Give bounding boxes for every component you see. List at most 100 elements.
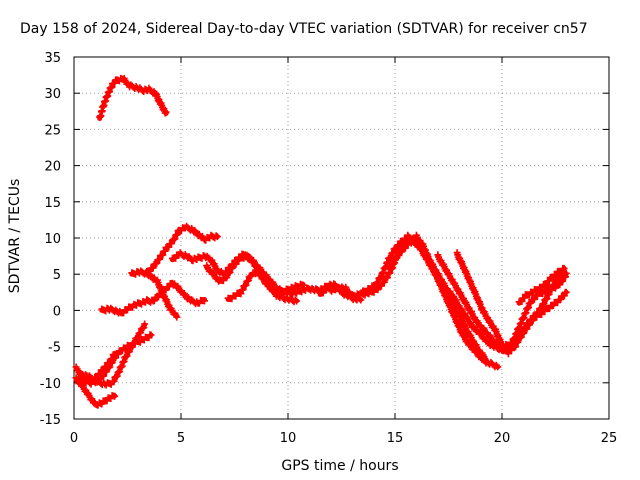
data-point [163, 246, 169, 252]
y-tick-label: 0 [53, 304, 61, 319]
data-point [330, 287, 336, 293]
data-point [463, 313, 469, 319]
data-point [144, 270, 150, 276]
data-point [446, 300, 451, 306]
data-point [135, 333, 141, 339]
x-tick-label: 0 [70, 431, 78, 446]
data-point [392, 246, 398, 252]
data-point [167, 306, 173, 312]
data-point [182, 252, 188, 258]
data-point [144, 298, 150, 304]
data-point [336, 284, 342, 290]
data-point [129, 271, 135, 277]
data-point [557, 297, 563, 302]
data-point [381, 278, 387, 284]
data-point [518, 333, 524, 339]
data-point [176, 286, 182, 292]
series-high-arc [96, 74, 170, 121]
data-point [214, 234, 220, 240]
data-point [520, 315, 526, 321]
data-point [176, 251, 182, 257]
data-point [238, 289, 244, 295]
x-tick-label: 25 [601, 431, 618, 446]
data-point [287, 297, 293, 302]
data-point [313, 287, 319, 293]
series-tr12 [316, 237, 427, 300]
data-point [107, 358, 113, 364]
y-tick-label: 15 [44, 196, 61, 211]
data-point [142, 322, 148, 328]
data-point [242, 282, 248, 288]
data-point [73, 365, 79, 371]
data-point [144, 335, 150, 341]
data-point [110, 380, 115, 386]
data-point [508, 344, 514, 350]
y-axis-label: SDTVAR / TECUs [7, 179, 23, 294]
data-point [105, 396, 111, 402]
data-point [204, 264, 210, 270]
data-point [454, 286, 460, 292]
data-point [202, 297, 207, 302]
data-point [202, 236, 207, 242]
data-point [163, 111, 169, 116]
data-point [249, 271, 255, 277]
data-point [112, 351, 118, 357]
data-point [105, 90, 111, 96]
data-point [538, 311, 543, 317]
data-point [360, 289, 366, 295]
data-point [538, 306, 543, 312]
data-point [137, 300, 143, 306]
data-point [478, 355, 484, 360]
data-point [232, 293, 237, 299]
series-tr19 [515, 264, 568, 306]
data-point [129, 344, 135, 350]
data-point [294, 298, 300, 304]
data-point [461, 264, 466, 270]
data-point [514, 329, 520, 335]
data-point [563, 271, 569, 277]
data-point [127, 83, 133, 89]
data-point [92, 402, 98, 407]
data-point [249, 257, 255, 263]
data-point [486, 333, 492, 339]
data-point [189, 298, 195, 304]
data-point [306, 286, 312, 292]
data-point [262, 271, 267, 277]
data-point [461, 297, 466, 302]
data-point [169, 280, 175, 286]
data-point [458, 329, 464, 335]
data-point [388, 264, 394, 270]
data-point [546, 286, 552, 292]
data-point [157, 99, 163, 105]
data-point [140, 87, 145, 93]
data-point [544, 294, 550, 300]
data-point [555, 270, 561, 276]
data-point [476, 329, 481, 335]
series-tr18 [494, 269, 570, 354]
data-point [300, 281, 306, 287]
data-point [450, 293, 456, 299]
data-point [431, 264, 436, 270]
data-point [501, 347, 507, 353]
data-point [516, 300, 522, 306]
data-point [152, 90, 158, 96]
data-point [467, 307, 473, 313]
data-point [97, 380, 103, 386]
data-point [435, 253, 441, 259]
data-point [480, 326, 486, 331]
x-axis-label: GPS time / hours [281, 458, 398, 474]
data-point [343, 286, 349, 292]
data-point [386, 257, 392, 263]
series-tr6 [128, 267, 181, 321]
data-point [533, 293, 539, 299]
y-tick-label: -5 [48, 341, 61, 356]
y-tick-label: 5 [53, 268, 61, 283]
data-point [373, 282, 379, 288]
data-point [242, 253, 248, 259]
data-point [208, 257, 214, 263]
data-point [131, 302, 137, 308]
y-tick-label: -15 [40, 413, 61, 428]
series-tr3 [74, 350, 119, 388]
data-point [99, 307, 105, 313]
